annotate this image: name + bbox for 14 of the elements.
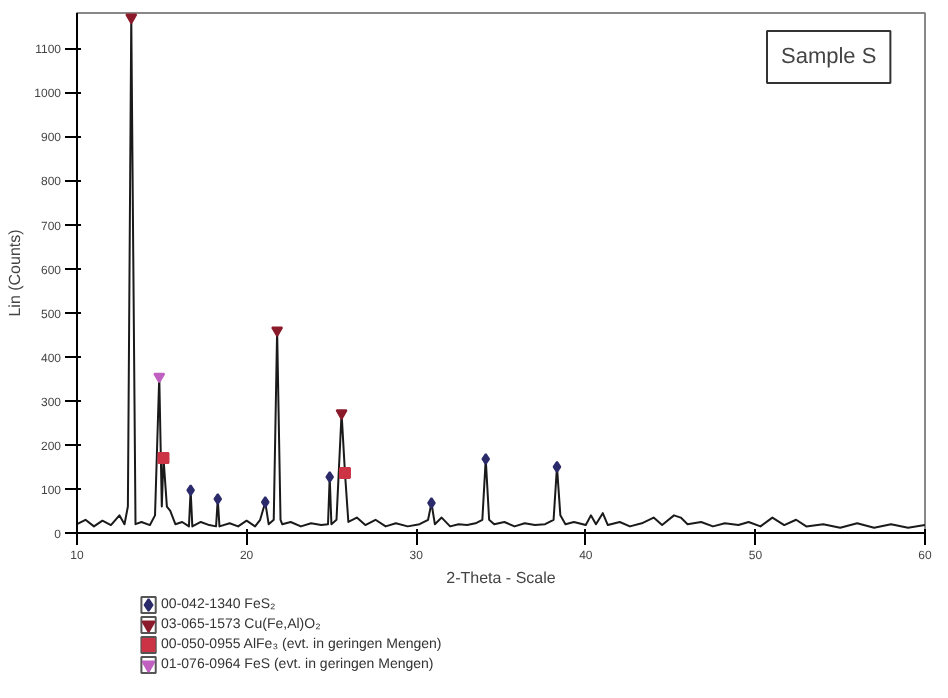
point xyxy=(338,467,351,480)
point xyxy=(125,13,138,25)
point xyxy=(153,372,166,384)
point xyxy=(271,326,284,338)
point xyxy=(481,452,491,465)
point xyxy=(260,496,270,509)
y-axis-title: Lin (Counts) xyxy=(6,228,25,317)
point xyxy=(552,460,562,473)
x-axis-title: 2-Theta - Scale xyxy=(446,569,557,587)
point xyxy=(325,471,335,484)
point xyxy=(213,493,223,506)
annotation: Sample S xyxy=(781,45,877,69)
point xyxy=(157,452,170,465)
point xyxy=(335,409,348,420)
